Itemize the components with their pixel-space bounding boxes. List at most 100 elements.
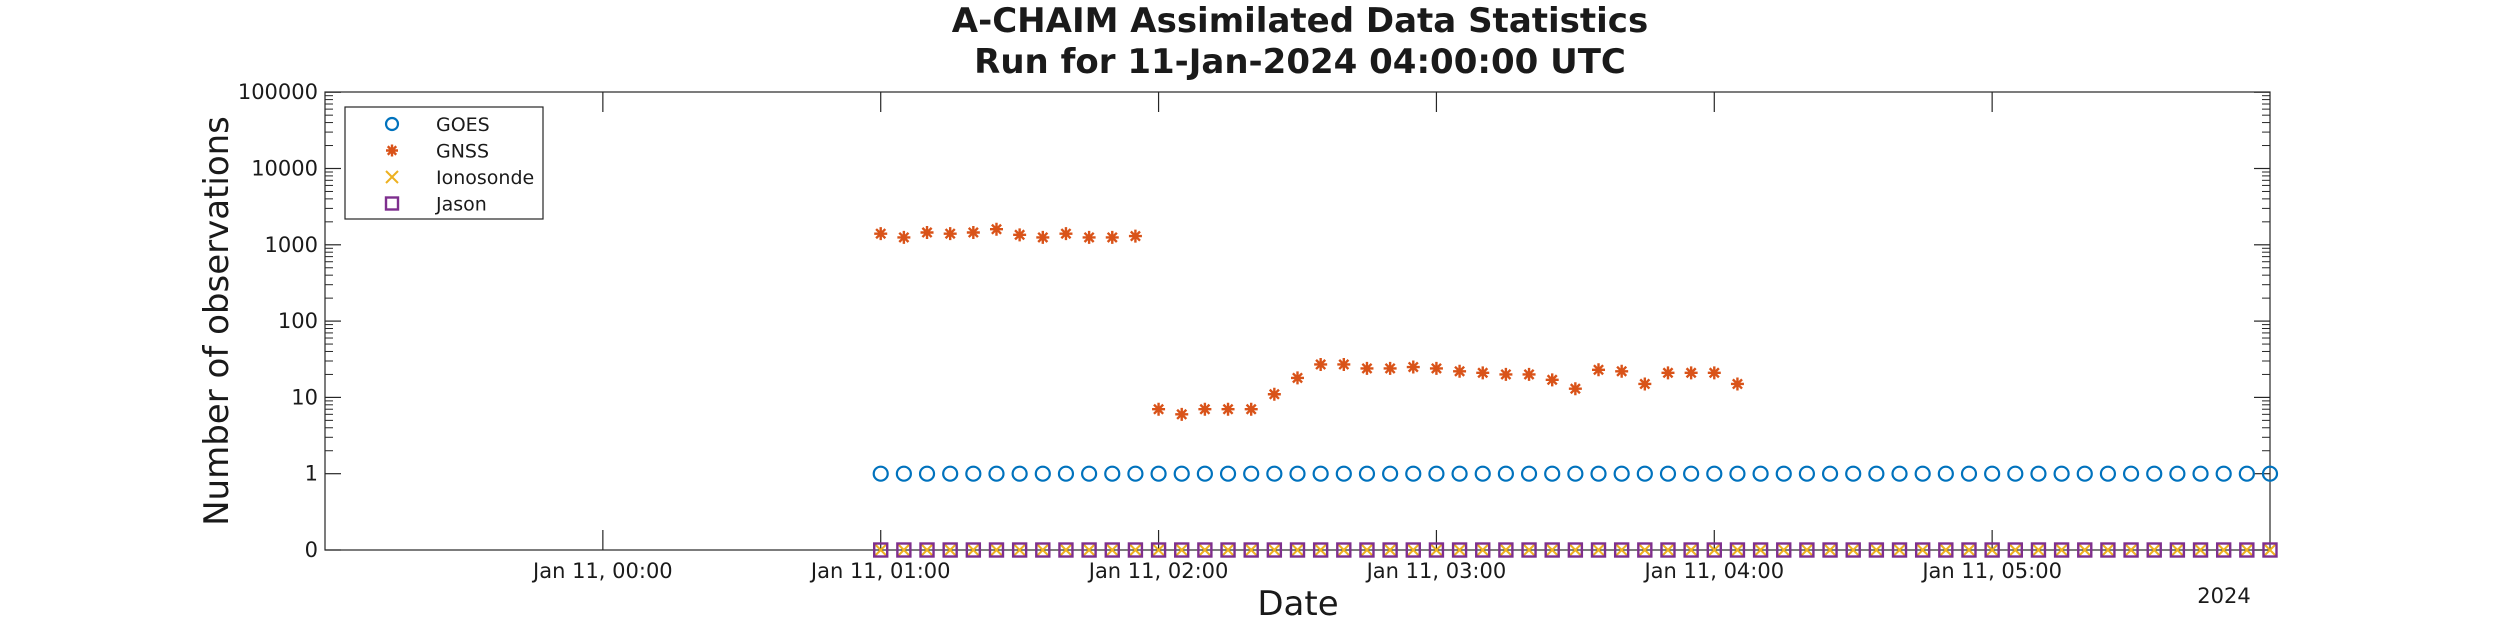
goes-point bbox=[1243, 465, 1260, 482]
goes-point bbox=[1590, 465, 1607, 482]
goes-point bbox=[1636, 465, 1653, 482]
jason-point bbox=[1197, 542, 1213, 558]
goes-point bbox=[2261, 465, 2279, 482]
goes-point bbox=[1196, 465, 1213, 482]
x-tick-label: Jan 11, 05:00 bbox=[1920, 559, 2062, 583]
goes-point bbox=[1821, 465, 1839, 482]
goes-point bbox=[1057, 465, 1075, 482]
y-axis-label: Number of observations bbox=[197, 116, 237, 526]
goes-point bbox=[2169, 465, 2186, 482]
jason-point bbox=[2215, 542, 2232, 558]
legend-marker-goes bbox=[384, 116, 400, 132]
jason-point bbox=[1011, 542, 1028, 558]
ionosonde-point bbox=[2262, 542, 2278, 558]
y-tick-label: 10000 bbox=[251, 157, 318, 181]
series-ionosonde bbox=[873, 542, 2278, 558]
jason-point bbox=[873, 542, 889, 558]
goes-point bbox=[1382, 465, 1399, 482]
jason-point bbox=[2169, 542, 2186, 558]
goes-point bbox=[2192, 465, 2209, 482]
ionosonde-point bbox=[1498, 542, 1514, 558]
ionosonde-point bbox=[1475, 542, 1490, 558]
ionosonde-point bbox=[873, 542, 888, 558]
gnss-point bbox=[1522, 367, 1536, 381]
gnss-point bbox=[1013, 228, 1027, 242]
ionosonde-point bbox=[2008, 542, 2023, 558]
ionosonde-point bbox=[1984, 542, 2000, 558]
ionosonde-point bbox=[1892, 542, 1907, 558]
y-tick-label: 1000 bbox=[265, 233, 318, 257]
ionosonde-point bbox=[1544, 542, 1560, 558]
gnss-point bbox=[1383, 361, 1397, 375]
ionosonde-point bbox=[2170, 542, 2185, 558]
goes-point bbox=[1081, 465, 1098, 482]
legend-label-jason: Jason bbox=[435, 194, 487, 216]
x-tick-label: Jan 11, 03:00 bbox=[1365, 559, 1507, 583]
ionosonde-point bbox=[1313, 542, 1328, 558]
jason-point bbox=[1428, 542, 1445, 558]
ionosonde-point bbox=[1660, 542, 1676, 558]
legend-marker-gnss bbox=[386, 144, 398, 157]
jason-point bbox=[1336, 542, 1352, 558]
gnss-point bbox=[1592, 363, 1606, 377]
plot-area bbox=[324, 91, 2271, 551]
jason-point bbox=[1174, 542, 1190, 558]
legend-label-gnss: GNSS bbox=[436, 141, 489, 163]
goes-point bbox=[1752, 465, 1769, 482]
jason-point bbox=[1590, 542, 1607, 558]
ionosonde-point bbox=[966, 542, 981, 558]
jason-point bbox=[2146, 542, 2162, 558]
gnss-point bbox=[1707, 366, 1721, 380]
jason-point bbox=[1868, 542, 1885, 558]
legend-label-goes: GOES bbox=[436, 114, 490, 136]
ionosonde-point bbox=[1290, 542, 1305, 558]
gnss-point bbox=[874, 227, 888, 241]
goes-point bbox=[1729, 465, 1746, 482]
ionosonde-point bbox=[1012, 542, 1027, 558]
gnss-point bbox=[1406, 360, 1420, 374]
gnss-point bbox=[1638, 377, 1652, 391]
gnss-point bbox=[1267, 387, 1281, 401]
jason-point bbox=[1776, 542, 1792, 558]
gnss-point bbox=[1453, 364, 1467, 378]
goes-point bbox=[1405, 465, 1422, 482]
goes-point bbox=[872, 465, 889, 482]
ionosonde-point bbox=[1406, 542, 1421, 558]
ionosonde-point bbox=[1822, 542, 1838, 558]
gnss-point bbox=[1360, 361, 1374, 375]
goes-point bbox=[918, 465, 936, 482]
jason-point bbox=[1752, 542, 1769, 558]
ionosonde-point bbox=[2031, 542, 2046, 558]
goes-point bbox=[1775, 465, 1792, 482]
jason-point bbox=[1637, 542, 1653, 558]
ionosonde-point bbox=[1197, 542, 1213, 558]
ionosonde-point bbox=[1683, 542, 1699, 558]
goes-point bbox=[965, 465, 982, 482]
x-tick-label: Jan 11, 02:00 bbox=[1087, 559, 1229, 583]
goes-point bbox=[1613, 465, 1630, 482]
goes-point bbox=[2099, 465, 2117, 482]
goes-point bbox=[1474, 465, 1491, 482]
goes-point bbox=[1960, 465, 1978, 482]
jason-point bbox=[965, 542, 982, 558]
jason-point bbox=[1914, 542, 1931, 558]
goes-point bbox=[1497, 465, 1514, 482]
jason-point bbox=[2239, 542, 2255, 558]
jason-point bbox=[1799, 542, 1815, 558]
goes-point bbox=[2007, 465, 2024, 482]
ionosonde-point bbox=[1382, 542, 1398, 558]
y-tick-label: 1 bbox=[305, 462, 318, 486]
jason-point bbox=[1451, 542, 1468, 558]
gnss-point bbox=[1221, 402, 1235, 416]
gnss-point bbox=[1105, 230, 1119, 244]
jason-point bbox=[1405, 542, 1421, 558]
ionosonde-point bbox=[2216, 542, 2231, 558]
goes-point bbox=[1706, 465, 1723, 482]
goes-point bbox=[1428, 465, 1445, 482]
goes-point bbox=[1034, 465, 1051, 482]
gnss-point bbox=[1244, 402, 1258, 416]
ionosonde-point bbox=[1174, 542, 1189, 558]
jason-point bbox=[1729, 542, 1746, 558]
goes-point bbox=[1683, 465, 1700, 482]
